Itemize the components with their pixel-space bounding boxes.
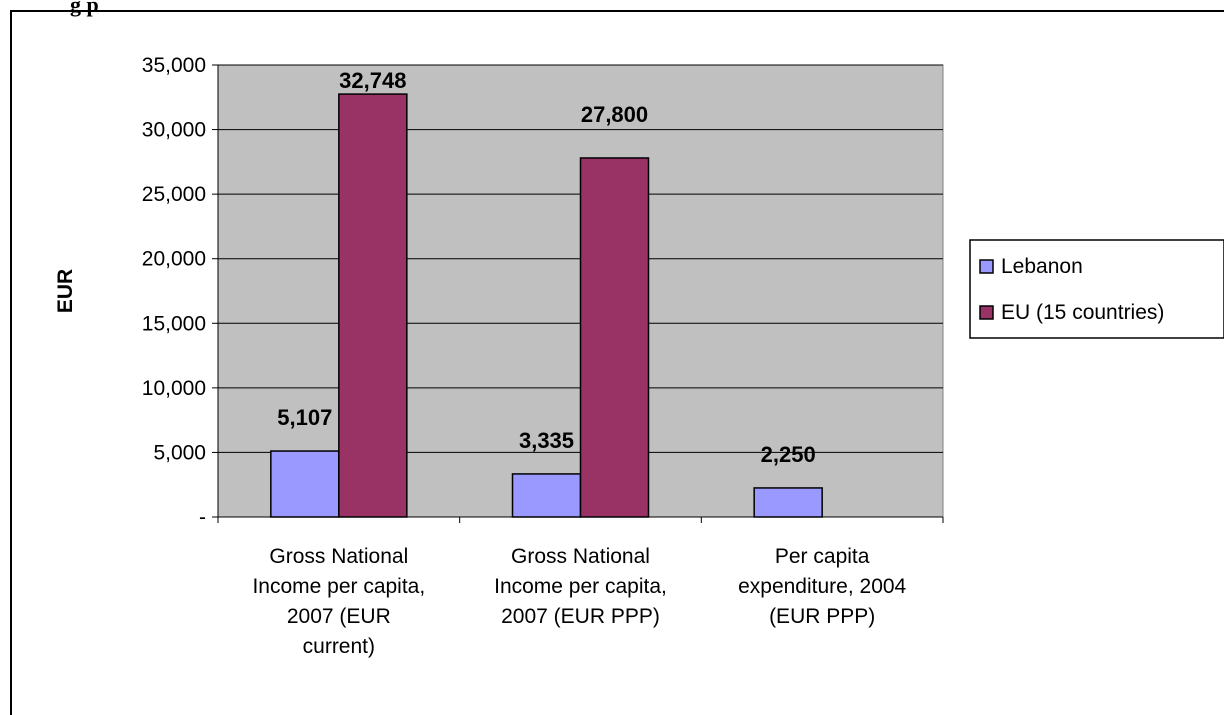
x-category-label: expenditure, 2004 (738, 575, 906, 598)
x-category-label: Per capita (775, 545, 870, 568)
bar-eu15 (338, 93, 408, 518)
bar-lebanon (753, 487, 823, 518)
chart-frame (10, 10, 1224, 715)
data-label: 5,107 (277, 405, 332, 430)
x-category-label: Income per capita, (494, 575, 667, 598)
x-category-label: (EUR PPP) (769, 605, 875, 628)
partial-title: g p (70, 0, 99, 17)
legend-box (969, 239, 1224, 339)
y-tick-label: 25,000 (142, 183, 206, 206)
legend-swatch-eu15 (979, 305, 994, 320)
data-label: 3,335 (519, 428, 574, 453)
y-tick-label: 20,000 (142, 248, 206, 271)
bar-lebanon (270, 450, 340, 518)
y-axis-title: EUR (54, 269, 77, 313)
x-category-label: 2007 (EUR (287, 605, 391, 628)
bar-eu15 (579, 157, 650, 518)
legend-label-lebanon: Lebanon (1001, 255, 1083, 278)
x-category-label: current) (303, 635, 375, 658)
y-tick-label: 30,000 (142, 119, 206, 142)
legend-label-eu15: EU (15 countries) (1001, 301, 1164, 324)
y-tick-label: 35,000 (142, 54, 206, 77)
data-label: 32,748 (339, 68, 406, 93)
x-category-label: Income per capita, (252, 575, 425, 598)
data-label: 27,800 (581, 102, 648, 127)
y-tick-label: - (199, 506, 206, 529)
bar-lebanon (511, 473, 582, 518)
y-tick-label: 5,000 (153, 441, 206, 464)
y-tick-label: 15,000 (142, 312, 206, 335)
x-category-label: Gross National (269, 545, 408, 568)
data-label: 2,250 (761, 442, 816, 467)
x-category-label: Gross National (511, 545, 650, 568)
legend-swatch-lebanon (979, 259, 994, 274)
x-category-label: 2007 (EUR PPP) (501, 605, 660, 628)
y-tick-label: 10,000 (142, 377, 206, 400)
